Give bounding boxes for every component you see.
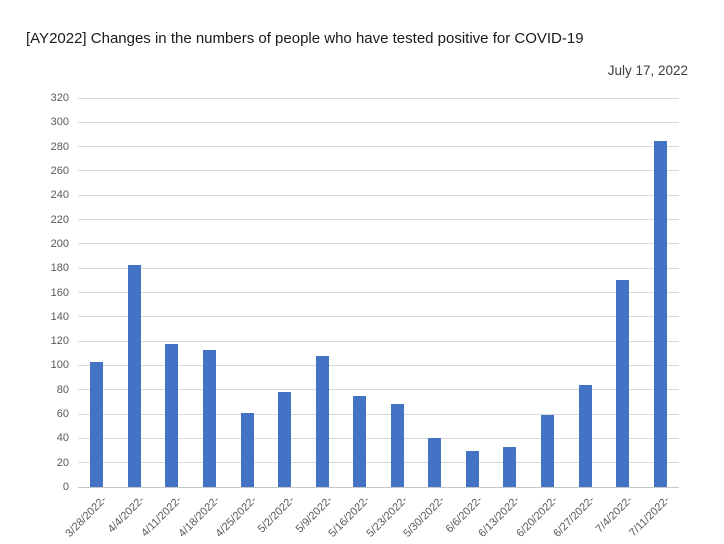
- gridline: [78, 219, 679, 221]
- gridline: [78, 97, 679, 99]
- bar: [127, 264, 141, 487]
- gridline: [78, 389, 679, 391]
- y-tick-label: 80: [56, 383, 69, 396]
- chart-title: [AY2022] Changes in the numbers of peopl…: [26, 30, 584, 47]
- bar: [240, 412, 254, 487]
- gridline: [78, 243, 679, 245]
- bar: [428, 438, 442, 487]
- bar: [353, 395, 367, 487]
- y-tick-label: 260: [50, 164, 69, 177]
- y-tick-label: 0: [62, 481, 69, 493]
- gridline: [78, 267, 679, 269]
- y-tick-label: 20: [56, 456, 69, 469]
- gridline: [78, 364, 679, 366]
- gridline: [78, 340, 679, 342]
- y-tick-label: 40: [56, 432, 69, 445]
- x-axis-line: [78, 486, 679, 488]
- y-tick-label: 160: [50, 286, 69, 299]
- gridline: [78, 437, 679, 439]
- bar: [541, 415, 555, 487]
- bar: [90, 361, 104, 487]
- y-tick-label: 280: [50, 140, 69, 153]
- gridline: [78, 170, 679, 172]
- gridline: [78, 121, 679, 123]
- bar: [653, 140, 667, 487]
- bar: [315, 355, 329, 487]
- y-tick-label: 320: [50, 92, 69, 104]
- y-tick-label: 220: [50, 213, 69, 226]
- y-tick-label: 300: [50, 116, 69, 129]
- x-tick-label: 7/11/2022-: [627, 494, 673, 540]
- chart-subtitle: July 17, 2022: [607, 63, 688, 78]
- bar: [503, 446, 517, 487]
- bar: [202, 349, 216, 487]
- gridline: [78, 194, 679, 196]
- bar: [465, 450, 479, 487]
- gridline: [78, 292, 679, 293]
- bar: [390, 404, 404, 487]
- y-tick-label: 140: [50, 310, 69, 323]
- y-tick-label: 60: [56, 408, 69, 421]
- bar: [578, 384, 592, 487]
- gridline: [78, 413, 679, 415]
- x-tick-label: 3/28/2022-: [63, 494, 110, 540]
- y-tick-label: 180: [50, 262, 69, 275]
- y-tick-label: 200: [50, 237, 69, 250]
- y-tick-label: 120: [50, 335, 69, 348]
- bar: [616, 280, 630, 487]
- y-tick-label: 240: [50, 189, 69, 202]
- y-tick-label: 100: [50, 359, 69, 372]
- gridline: [78, 146, 679, 148]
- bar: [278, 392, 292, 487]
- gridline: [78, 462, 679, 464]
- x-tick-label: 5/2/2022-: [255, 494, 298, 536]
- gridline: [78, 316, 679, 318]
- bar: [165, 343, 179, 487]
